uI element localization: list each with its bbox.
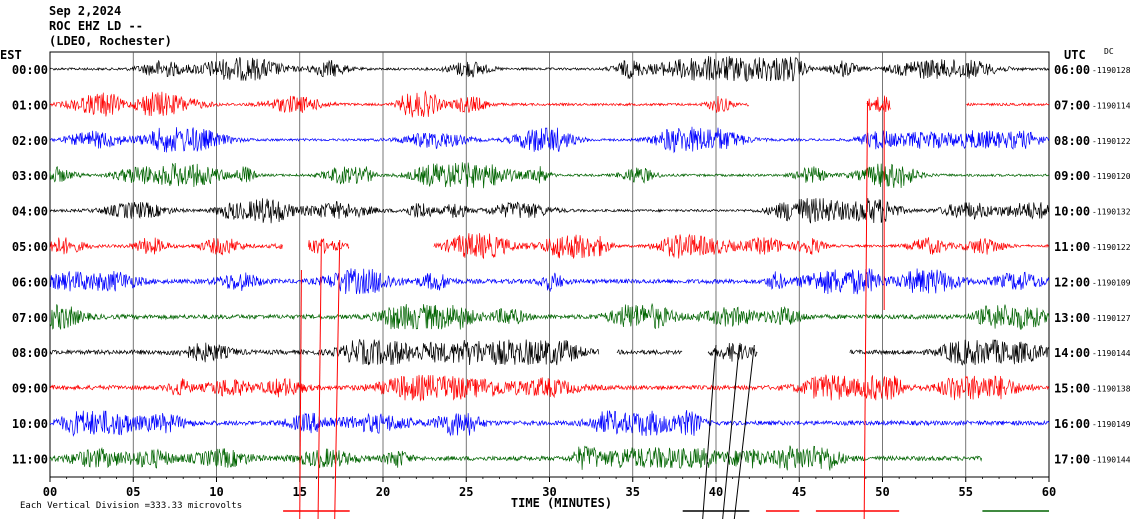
row-label-utc: 15:00 xyxy=(1054,382,1090,396)
row-label-utc: 10:00 xyxy=(1054,205,1090,219)
row-label-est: 07:00 xyxy=(12,311,48,325)
trace-row-1100 xyxy=(49,445,983,471)
trace-spike xyxy=(299,269,302,519)
x-tick-label-45: 45 xyxy=(792,485,806,499)
row-label-est: 02:00 xyxy=(12,134,48,148)
row-label-est: 05:00 xyxy=(12,240,48,254)
row-label-est: 11:00 xyxy=(12,452,48,466)
scale-prefix: Each Vertical Division = xyxy=(20,501,156,511)
row-label-utc: 07:00 xyxy=(1054,98,1090,112)
row-label-utc: 14:00 xyxy=(1054,346,1090,360)
row-dc-offset: -1190120 xyxy=(1092,172,1130,181)
row-label-est: 09:00 xyxy=(12,382,48,396)
trace-row-0100 xyxy=(49,90,1050,118)
trace-row-0700 xyxy=(49,302,1050,331)
x-tick-label-25: 25 xyxy=(459,485,473,499)
header-date: Sep 2,2024 xyxy=(49,4,122,18)
x-axis-label: TIME (MINUTES) xyxy=(511,496,612,510)
trace-row-0000 xyxy=(49,55,1050,83)
x-tick-label-40: 40 xyxy=(709,485,723,499)
row-dc-offset: -1190122 xyxy=(1092,137,1130,146)
trace-row-0500 xyxy=(49,233,1050,260)
header-station: ROC EHZ LD -- xyxy=(49,19,143,33)
row-dc-offset: -1190114 xyxy=(1092,101,1130,110)
est-label: EST xyxy=(0,48,22,62)
x-tick-label-20: 20 xyxy=(376,485,390,499)
trace-row-0900 xyxy=(49,374,1050,402)
row-label-est: 03:00 xyxy=(12,169,48,183)
x-tick-label-30: 30 xyxy=(542,485,556,499)
row-label-est: 04:00 xyxy=(12,205,48,219)
row-dc-offset: -1190127 xyxy=(1092,314,1130,323)
row-label-utc: 16:00 xyxy=(1054,417,1090,431)
header-network: (LDEO, Rochester) xyxy=(49,34,172,48)
trace-spike xyxy=(722,344,740,519)
utc-label: UTC xyxy=(1064,48,1086,62)
row-dc-offset: -1190122 xyxy=(1092,243,1130,252)
row-dc-offset: -1190149 xyxy=(1092,420,1130,429)
trace-spike xyxy=(863,100,869,519)
row-label-utc: 12:00 xyxy=(1054,275,1090,289)
row-label-est: 06:00 xyxy=(12,275,48,289)
row-label-est: 00:00 xyxy=(12,63,48,77)
trace-spike xyxy=(702,344,717,519)
trace-row-1000 xyxy=(49,410,1050,437)
scale-value: 333.33 microvolts xyxy=(150,501,243,511)
x-tick-label-05: 05 xyxy=(126,485,140,499)
row-dc-offset: -1190132 xyxy=(1092,208,1130,217)
x-tick-label-60: 60 xyxy=(1042,485,1056,499)
dc-label: DC xyxy=(1104,47,1114,56)
row-dc-offset: -1190144 xyxy=(1092,455,1130,464)
x-tick-label-00: 00 xyxy=(43,485,57,499)
row-label-utc: 13:00 xyxy=(1054,311,1090,325)
trace-row-0300 xyxy=(49,162,1050,189)
row-dc-offset: -1190128 xyxy=(1092,66,1130,75)
trace-spike xyxy=(317,239,322,519)
trace-row-0400 xyxy=(49,198,1050,224)
row-label-utc: 06:00 xyxy=(1054,63,1090,77)
trace-spike xyxy=(733,344,755,519)
x-tick-label-50: 50 xyxy=(875,485,889,499)
row-dc-offset: -1190109 xyxy=(1092,278,1130,287)
row-label-utc: 08:00 xyxy=(1054,134,1090,148)
trace-row-0800 xyxy=(49,339,1050,366)
row-label-est: 10:00 xyxy=(12,417,48,431)
row-label-utc: 09:00 xyxy=(1054,169,1090,183)
row-label-est: 08:00 xyxy=(12,346,48,360)
row-dc-offset: -1190138 xyxy=(1092,385,1130,394)
trace-spike xyxy=(334,239,341,519)
x-tick-label-55: 55 xyxy=(959,485,973,499)
row-label-utc: 17:00 xyxy=(1054,452,1090,466)
row-label-est: 01:00 xyxy=(12,98,48,112)
row-label-utc: 11:00 xyxy=(1054,240,1090,254)
x-tick-label-10: 10 xyxy=(209,485,223,499)
x-tick-label-35: 35 xyxy=(626,485,640,499)
trace-row-0200 xyxy=(49,126,1050,154)
row-dc-offset: -1190144 xyxy=(1092,349,1130,358)
trace-row-0600 xyxy=(49,268,1050,295)
